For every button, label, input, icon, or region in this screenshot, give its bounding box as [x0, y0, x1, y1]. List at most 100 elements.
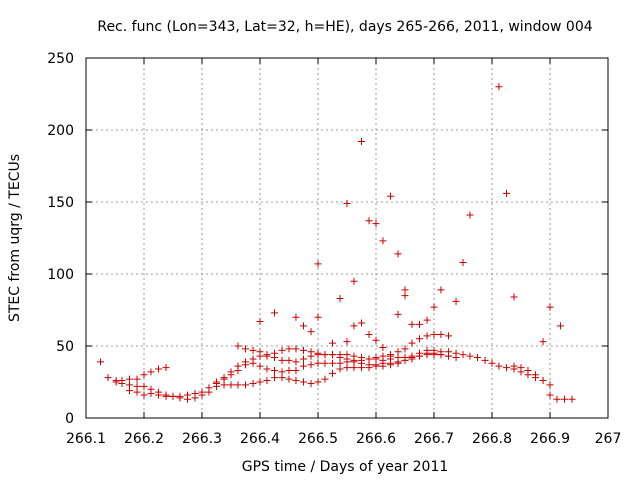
data-point [401, 354, 409, 362]
data-point [321, 359, 329, 367]
data-point [408, 320, 416, 328]
y-tick-label: 200 [47, 123, 74, 139]
data-point [350, 277, 358, 285]
data-point [365, 217, 373, 225]
data-point [365, 330, 373, 338]
data-point [249, 379, 257, 387]
x-tick-label: 266.3 [182, 431, 222, 447]
data-point [372, 355, 380, 363]
chart-title: Rec. func (Lon=343, Lat=32, h=HE), days … [97, 19, 592, 35]
y-tick-labels: 0 50 100 150 200 250 [47, 51, 74, 427]
x-tick-label: 266.2 [124, 431, 164, 447]
data-point [133, 388, 141, 396]
data-point [263, 365, 271, 373]
data-point [343, 351, 351, 359]
data-point [556, 322, 564, 330]
data-point [314, 313, 322, 321]
data-point [300, 378, 307, 386]
data-point [561, 395, 568, 403]
data-point [184, 391, 191, 399]
data-point [329, 339, 336, 347]
data-point [314, 359, 322, 367]
data-points [97, 83, 576, 403]
data-point [546, 381, 554, 389]
data-point [155, 391, 162, 399]
y-tick-label: 100 [47, 267, 74, 283]
data-point [256, 348, 264, 356]
data-point [307, 361, 315, 369]
y-tick-label: 50 [56, 339, 74, 355]
data-point [256, 362, 264, 370]
data-point [517, 364, 525, 372]
data-point [220, 374, 228, 382]
data-point [481, 356, 489, 364]
data-point [503, 364, 510, 372]
data-point [329, 359, 336, 367]
data-point [423, 351, 431, 359]
data-point [488, 359, 496, 367]
data-point [437, 330, 445, 338]
data-point [314, 260, 322, 268]
data-point [387, 192, 394, 200]
data-point [300, 322, 307, 330]
data-point [271, 309, 278, 317]
data-point [285, 356, 293, 364]
data-point [539, 377, 547, 385]
x-tick-label: 266.4 [240, 431, 280, 447]
data-point [372, 336, 380, 344]
data-point [379, 237, 387, 245]
data-point [285, 366, 293, 374]
plot-frame [85, 57, 609, 419]
data-point [358, 138, 365, 146]
data-point [242, 358, 249, 366]
data-point [147, 368, 155, 376]
data-point [104, 374, 112, 382]
data-point [510, 293, 518, 301]
x-tick-label: 266.8 [472, 431, 512, 447]
y-tick-label: 150 [47, 195, 74, 211]
x-tick-label: 267 [595, 431, 622, 447]
data-point [452, 297, 460, 305]
data-point [205, 384, 213, 392]
x-tick-label: 266.5 [298, 431, 338, 447]
data-point [263, 377, 271, 385]
data-point [532, 371, 539, 379]
data-point [416, 352, 423, 360]
data-point [278, 368, 286, 376]
data-point [358, 354, 365, 362]
data-point [234, 342, 242, 350]
data-point [307, 352, 315, 360]
x-tick-label: 266.9 [530, 431, 570, 447]
data-point [416, 335, 423, 343]
data-point [466, 211, 474, 219]
data-point [350, 322, 358, 330]
data-point [300, 355, 307, 363]
data-point [213, 378, 220, 386]
data-point [350, 352, 358, 360]
data-point [394, 310, 402, 318]
data-point [198, 388, 206, 396]
data-point [343, 338, 351, 346]
data-point [155, 365, 162, 373]
data-point [300, 346, 307, 354]
data-point [459, 351, 467, 359]
data-point [430, 303, 438, 311]
data-point [379, 343, 387, 351]
data-point [314, 378, 322, 386]
data-point [256, 318, 264, 326]
data-point [430, 351, 438, 359]
axis-ticks [85, 57, 609, 419]
data-point [278, 356, 286, 364]
data-point [271, 366, 278, 374]
data-point [379, 356, 387, 364]
data-point [271, 354, 278, 362]
data-point [234, 381, 242, 389]
data-point [343, 199, 351, 207]
data-point [126, 387, 133, 395]
y-tick-label: 0 [65, 411, 74, 427]
data-point [329, 351, 336, 359]
data-point [242, 345, 249, 353]
data-point [133, 375, 141, 383]
data-point [437, 351, 445, 359]
